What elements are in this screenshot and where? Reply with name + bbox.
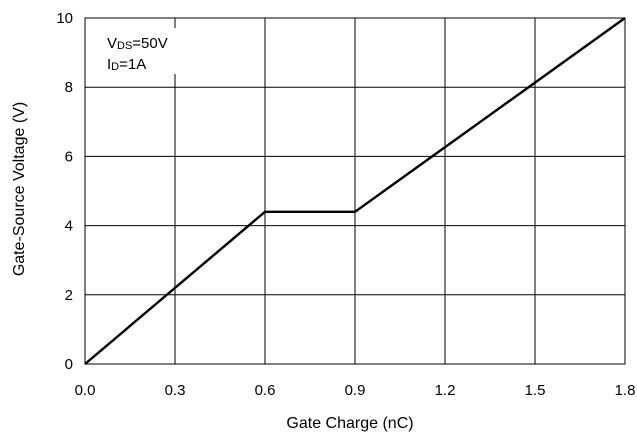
annotation-vds: VDS=50V (107, 35, 168, 52)
x-tick-label-5: 1.5 (525, 382, 546, 399)
y-tick-label-2: 4 (65, 218, 73, 235)
y-tick-label-0: 0 (65, 356, 73, 373)
x-tick-label-4: 1.2 (435, 382, 456, 399)
x-tick-label-0: 0.0 (75, 382, 96, 399)
y-axis-label: Gate-Source Voltage (V) (11, 102, 28, 276)
y-tick-label-5: 10 (56, 10, 73, 27)
x-tick-labels: 0.0 0.3 0.6 0.9 1.2 1.5 1.8 (75, 382, 636, 399)
y-tick-label-4: 8 (65, 79, 73, 96)
gate-charge-curve (84, 17, 626, 365)
x-tick-label-6: 1.8 (615, 382, 636, 399)
annotation-id: ID=1A (107, 56, 146, 73)
x-tick-label-3: 0.9 (345, 382, 366, 399)
y-tick-label-3: 6 (65, 148, 73, 165)
y-tick-labels: 0 2 4 6 8 10 (56, 10, 73, 373)
annotation-box: VDS=50V ID=1A (97, 28, 187, 74)
plot-frame (84, 17, 626, 365)
x-axis-label: Gate Charge (nC) (286, 415, 413, 432)
y-tick-label-1: 2 (65, 287, 73, 304)
x-tick-label-1: 0.3 (165, 382, 186, 399)
x-tick-label-2: 0.6 (255, 382, 276, 399)
